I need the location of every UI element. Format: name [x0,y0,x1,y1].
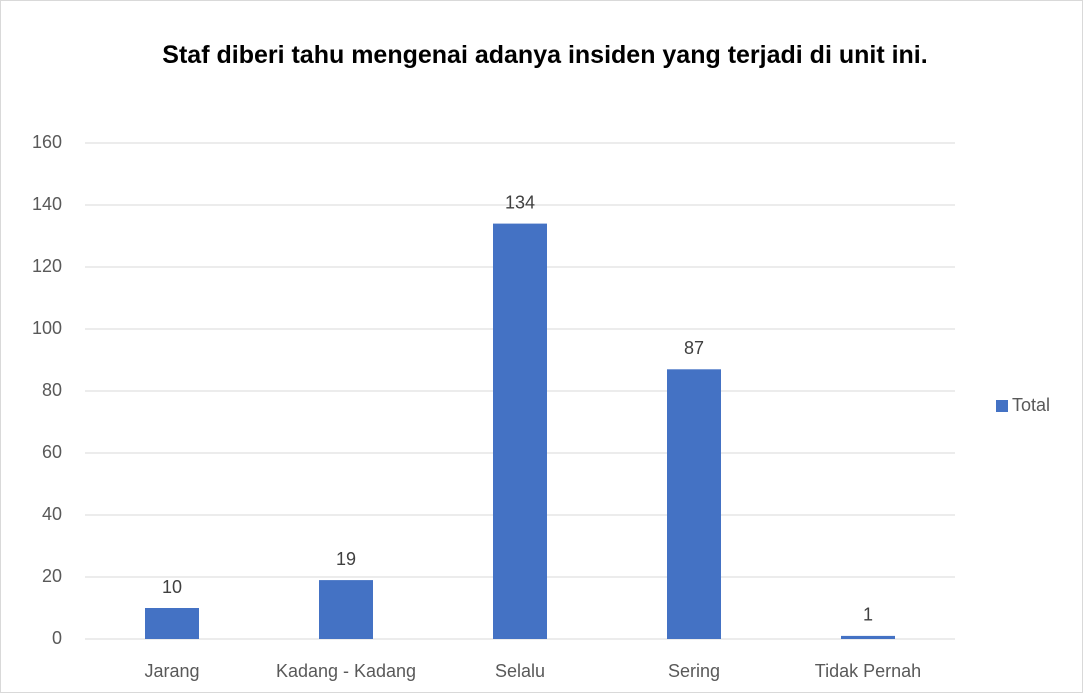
y-tick-label: 80 [42,380,62,400]
data-label: 134 [505,192,535,212]
bar [841,635,895,639]
x-tick-label: Tidak Pernah [815,661,921,681]
x-tick-label: Jarang [144,661,199,681]
y-tick-label: 100 [32,318,62,338]
data-label: 1 [863,605,873,625]
bar [319,580,373,639]
x-tick-label: Kadang - Kadang [276,661,416,681]
y-tick-label: 0 [52,628,62,648]
y-tick-label: 140 [32,194,62,214]
y-tick-label: 40 [42,504,62,524]
x-tick-label: Sering [668,661,720,681]
y-tick-label: 60 [42,442,62,462]
legend-label: Total [1012,395,1050,415]
data-label: 19 [336,549,356,569]
data-label: 87 [684,338,704,358]
bar [667,369,721,639]
bar [493,223,547,639]
x-tick-label: Selalu [495,661,545,681]
bar [145,608,199,639]
chart-title: Staf diberi tahu mengenai adanya insiden… [162,41,928,69]
y-tick-label: 120 [32,256,62,276]
legend-swatch [996,400,1008,412]
y-tick-label: 20 [42,566,62,586]
y-tick-label: 160 [32,132,62,152]
data-label: 10 [162,577,182,597]
